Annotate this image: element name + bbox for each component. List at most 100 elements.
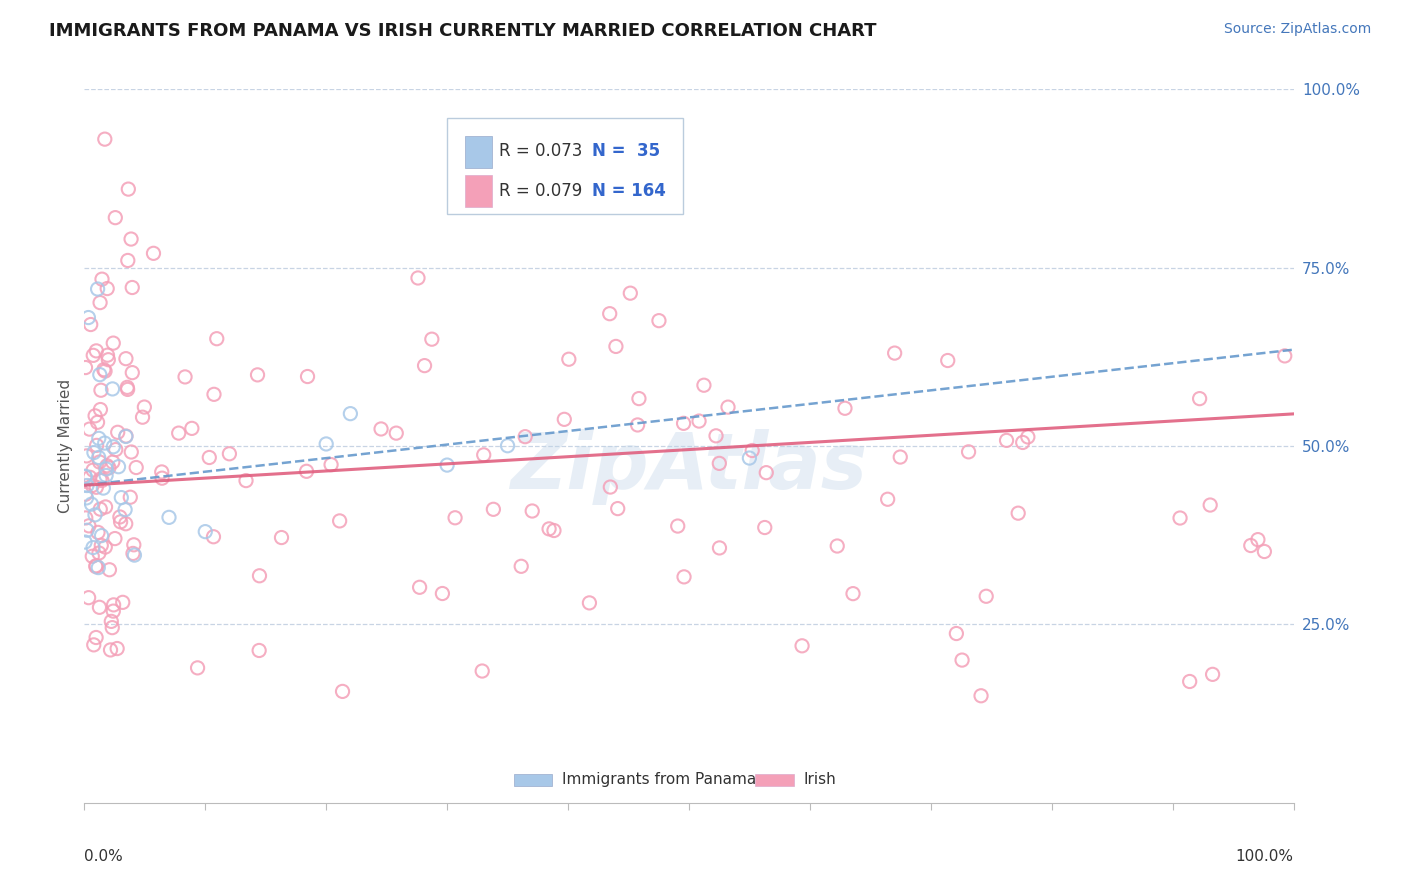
- Point: [84, 508, 107, 522]
- Point: [134, 400, 156, 414]
- Point: [370, 422, 392, 436]
- Point: [482, 502, 505, 516]
- Point: [1188, 392, 1211, 406]
- Point: [104, 532, 127, 546]
- Point: [84, 559, 107, 574]
- Point: [87, 546, 110, 560]
- Point: [709, 541, 731, 555]
- Point: [75, 360, 97, 375]
- Point: [90, 538, 112, 552]
- Text: 0.0%: 0.0%: [84, 849, 124, 864]
- Text: 100.0%: 100.0%: [1236, 849, 1294, 864]
- Point: [101, 621, 124, 635]
- Point: [626, 417, 648, 432]
- Point: [117, 383, 139, 397]
- Point: [218, 447, 240, 461]
- Point: [82, 541, 104, 555]
- Point: [86, 415, 108, 429]
- Point: [1253, 544, 1275, 558]
- Point: [420, 332, 443, 346]
- Point: [970, 689, 993, 703]
- Point: [87, 525, 110, 540]
- Point: [510, 559, 533, 574]
- Point: [87, 431, 110, 445]
- Point: [93, 362, 115, 376]
- Point: [738, 451, 761, 466]
- Point: [408, 580, 430, 594]
- Point: [96, 281, 118, 295]
- Point: [76, 478, 98, 492]
- Point: [114, 502, 136, 516]
- Point: [436, 458, 458, 472]
- Point: [79, 422, 101, 436]
- Text: R = 0.073: R = 0.073: [499, 143, 582, 161]
- Point: [578, 596, 600, 610]
- Point: [96, 458, 118, 473]
- Point: [97, 460, 120, 475]
- Text: N = 164: N = 164: [592, 182, 666, 200]
- Point: [100, 615, 122, 629]
- Point: [93, 436, 115, 450]
- Point: [180, 421, 202, 435]
- Point: [150, 471, 173, 485]
- Point: [75, 511, 97, 525]
- Point: [295, 464, 318, 478]
- Point: [94, 500, 117, 514]
- Point: [87, 450, 110, 465]
- Point: [543, 524, 565, 538]
- Point: [75, 487, 97, 501]
- Point: [883, 346, 905, 360]
- Point: [150, 465, 173, 479]
- Point: [717, 400, 740, 414]
- Text: N =  35: N = 35: [592, 143, 661, 161]
- Point: [115, 351, 138, 366]
- Point: [1007, 506, 1029, 520]
- Point: [157, 510, 180, 524]
- Point: [76, 449, 98, 463]
- Point: [89, 295, 111, 310]
- Point: [142, 246, 165, 260]
- Point: [995, 434, 1018, 448]
- Point: [76, 491, 98, 505]
- Point: [704, 429, 727, 443]
- Point: [101, 455, 124, 469]
- Point: [77, 519, 100, 533]
- Point: [96, 348, 118, 362]
- Point: [246, 368, 269, 382]
- Point: [110, 515, 132, 529]
- Point: [101, 382, 124, 396]
- Point: [755, 466, 778, 480]
- Point: [117, 380, 139, 394]
- Point: [94, 462, 117, 476]
- Point: [90, 528, 112, 542]
- Point: [834, 401, 856, 416]
- Point: [1240, 539, 1263, 553]
- Point: [121, 280, 143, 294]
- Point: [89, 455, 111, 469]
- Point: [406, 271, 429, 285]
- Point: [121, 366, 143, 380]
- Point: [522, 504, 544, 518]
- Point: [1178, 674, 1201, 689]
- Point: [94, 132, 117, 146]
- Point: [558, 352, 581, 367]
- Point: [599, 480, 621, 494]
- Point: [82, 348, 104, 362]
- Point: [86, 438, 108, 452]
- Point: [950, 653, 973, 667]
- Point: [339, 407, 361, 421]
- Point: [270, 531, 292, 545]
- Point: [120, 445, 142, 459]
- Text: Irish: Irish: [804, 772, 837, 787]
- Point: [122, 546, 145, 560]
- Point: [672, 417, 695, 431]
- Point: [247, 643, 270, 657]
- Point: [496, 439, 519, 453]
- Point: [94, 540, 117, 554]
- Point: [648, 313, 671, 327]
- Point: [84, 558, 107, 573]
- FancyBboxPatch shape: [447, 118, 683, 214]
- Point: [329, 514, 352, 528]
- Point: [97, 352, 120, 367]
- Point: [120, 232, 142, 246]
